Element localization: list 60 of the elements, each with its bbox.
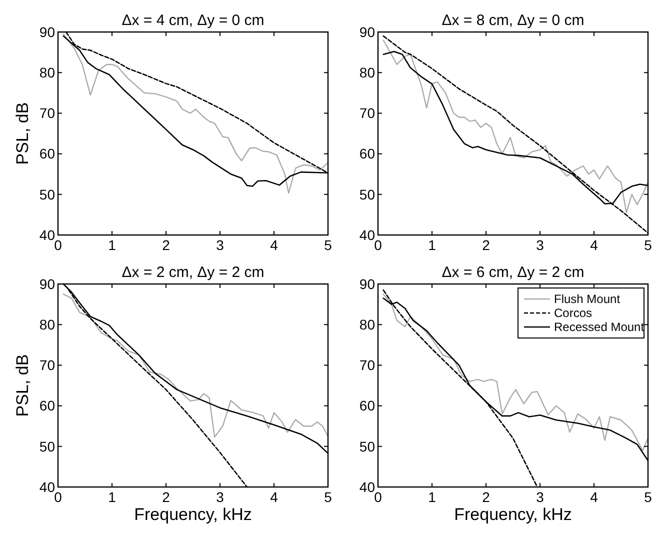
x-tick-label: 1 xyxy=(428,489,436,505)
x-tick-label: 1 xyxy=(108,489,116,505)
y-tick-label: 50 xyxy=(39,186,56,202)
chart-title: Δx = 6 cm, Δy = 2 cm xyxy=(442,264,584,281)
y-tick-label: 60 xyxy=(39,146,56,162)
y-tick-label: 40 xyxy=(359,478,376,495)
y-tick-label: 70 xyxy=(359,105,376,122)
y-tick-label: 60 xyxy=(359,398,376,414)
x-tick-label: 4 xyxy=(590,237,598,253)
x-tick-label: 2 xyxy=(482,237,490,253)
y-tick-label: 60 xyxy=(359,146,376,162)
y-tick-label: 90 xyxy=(39,24,56,40)
chart-title: Δx = 8 cm, Δy = 0 cm xyxy=(442,12,584,29)
y-tick-label: 70 xyxy=(359,357,376,374)
x-tick-label: 2 xyxy=(482,489,490,505)
y-tick-label: 90 xyxy=(359,276,376,292)
y-tick-label: 80 xyxy=(39,64,56,80)
x-tick-label: 1 xyxy=(108,237,116,253)
y-axis-title: PSL, dB xyxy=(13,102,32,165)
x-tick-label: 0 xyxy=(374,489,382,505)
legend-label: Corcos xyxy=(554,306,592,320)
x-tick-label: 3 xyxy=(536,489,544,505)
y-tick-label: 50 xyxy=(39,438,56,454)
x-tick-label: 5 xyxy=(324,237,332,253)
x-tick-label: 4 xyxy=(270,489,278,505)
chart-title: Δx = 4 cm, Δy = 0 cm xyxy=(122,12,264,29)
y-tick-label: 40 xyxy=(359,226,376,243)
x-axis-title: Frequency, kHz xyxy=(454,505,572,524)
legend-label: Recessed Mount xyxy=(554,320,645,334)
x-tick-label: 0 xyxy=(54,237,62,253)
y-tick-label: 80 xyxy=(359,64,376,80)
x-tick-label: 2 xyxy=(162,237,170,253)
y-tick-label: 80 xyxy=(39,316,56,332)
x-tick-label: 5 xyxy=(644,237,652,253)
chart-title: Δx = 2 cm, Δy = 2 cm xyxy=(122,264,264,281)
y-tick-label: 90 xyxy=(39,276,56,292)
y-tick-label: 90 xyxy=(359,24,376,40)
x-tick-label: 4 xyxy=(270,237,278,253)
y-tick-label: 60 xyxy=(39,398,56,414)
x-tick-label: 3 xyxy=(216,237,224,253)
x-tick-label: 3 xyxy=(216,489,224,505)
x-tick-label: 1 xyxy=(428,237,436,253)
y-tick-label: 40 xyxy=(39,478,56,495)
x-tick-label: 5 xyxy=(644,489,652,505)
y-tick-label: 80 xyxy=(359,316,376,332)
y-tick-label: 50 xyxy=(359,186,376,202)
x-axis-title: Frequency, kHz xyxy=(134,505,252,524)
y-tick-label: 40 xyxy=(39,226,56,243)
x-tick-label: 4 xyxy=(590,489,598,505)
y-tick-label: 50 xyxy=(359,438,376,454)
y-axis-title: PSL, dB xyxy=(13,354,32,417)
x-tick-label: 2 xyxy=(162,489,170,505)
legend-label: Flush Mount xyxy=(554,292,621,306)
line-series xyxy=(62,294,329,438)
y-tick-label: 70 xyxy=(39,357,56,374)
x-tick-label: 0 xyxy=(54,489,62,505)
y-tick-label: 70 xyxy=(39,105,56,122)
x-tick-label: 5 xyxy=(324,489,332,505)
x-tick-label: 3 xyxy=(536,237,544,253)
x-tick-label: 0 xyxy=(374,237,382,253)
